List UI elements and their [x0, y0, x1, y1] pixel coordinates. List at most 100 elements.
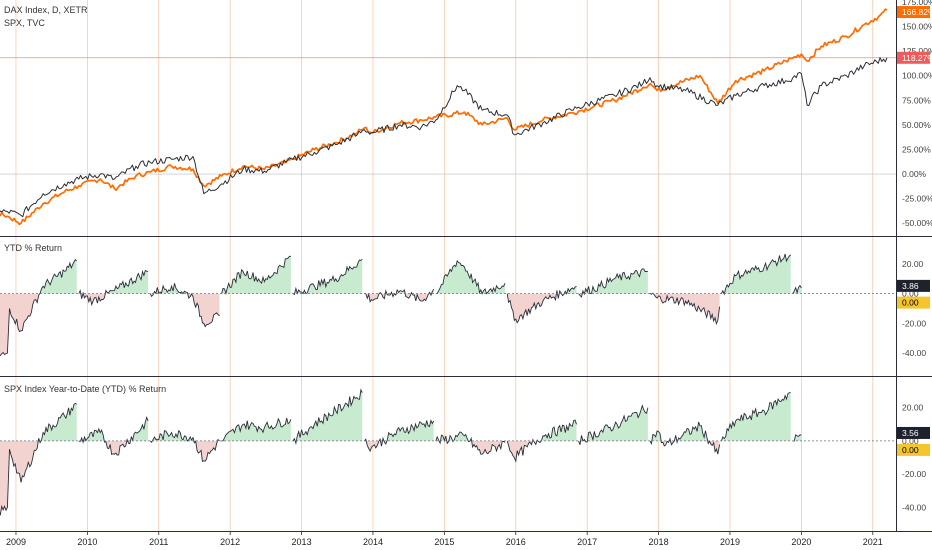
ytd-positive-area [507, 420, 577, 441]
ytd-return-line[interactable] [649, 292, 721, 326]
ytd-return-line[interactable] [435, 431, 506, 455]
ytd-axis-tick-label: -20.00 [902, 469, 926, 479]
ytd-negative-area [435, 440, 506, 455]
ytd-positive-area [721, 392, 791, 441]
price-axis-tick-label: 75.00% [902, 95, 931, 105]
time-axis-year-label: 2021 [863, 537, 883, 547]
ytd-return-line[interactable] [649, 421, 721, 455]
time-axis-year-label: 2017 [577, 537, 597, 547]
ytd-negative-area [0, 440, 77, 516]
spx-ytd-return-pane[interactable] [0, 388, 896, 518]
spx-comparison-line[interactable] [0, 8, 888, 226]
ytd-negative-area [507, 293, 577, 323]
ytd-axis-tick-label: 0.00 [902, 289, 919, 299]
spx-last-value-badge-bg [897, 6, 930, 19]
price-axis-tick-label: 25.00% [902, 144, 931, 154]
spx-last-value-badge: 166.82% [902, 7, 932, 17]
ytd-return-line[interactable] [292, 259, 363, 296]
price-axis-tick-label: 150.00% [902, 22, 932, 32]
ytd-positive-area [293, 389, 363, 441]
ytd-return-line[interactable] [435, 259, 506, 295]
ytd-zero-badge: 0.00 [902, 298, 919, 308]
ytd-return-line[interactable] [364, 419, 435, 453]
ytd-positive-area [578, 405, 648, 441]
ytd-positive-area [78, 270, 149, 294]
ytd-return-line[interactable] [506, 285, 577, 324]
ytd-return-line[interactable] [221, 417, 292, 442]
ytd-return-line[interactable] [364, 288, 435, 303]
ytd-return-line[interactable] [78, 416, 149, 456]
ytd-return-line[interactable] [578, 268, 648, 298]
time-axis-year-label: 2009 [6, 537, 26, 547]
ytd-zero-badge: 0.00 [902, 445, 919, 455]
ytd-return-line[interactable] [78, 269, 149, 307]
ytd-pane-title: YTD % Return [4, 243, 62, 253]
dax-last-value-badge: 118.27% [902, 53, 932, 63]
dax-price-line[interactable] [0, 57, 888, 218]
ytd-negative-area [650, 440, 720, 455]
ytd-return-line[interactable] [720, 392, 791, 442]
ytd-last-value-badge-bg [897, 279, 930, 292]
spx-ytd-pane-title: SPX Index Year-to-Date (YTD) % Return [4, 384, 166, 394]
ytd-positive-area [650, 422, 720, 441]
ytd-positive-area [221, 256, 291, 294]
ytd-return-line[interactable] [0, 402, 77, 517]
price-axis-tick-label: 50.00% [902, 120, 931, 130]
price-axis-tick-label: -25.00% [902, 194, 932, 204]
ytd-positive-area [792, 285, 802, 294]
dax-ytd-return-pane[interactable] [0, 253, 896, 361]
ytd-negative-area [650, 293, 720, 324]
time-axis-year-label: 2010 [77, 537, 97, 547]
price-comparison-pane[interactable] [0, 8, 896, 226]
compare-symbol-label: SPX, TVC [4, 18, 45, 28]
time-axis[interactable]: 2009 2010 2011 2012 2013 2014 2015 2016 2017 2018… [6, 531, 883, 547]
time-axis-year-label: 2014 [363, 537, 383, 547]
price-axis-tick-label: 100.00% [902, 71, 932, 81]
main-title: DAX Index, D, XETR [4, 5, 88, 15]
dax-last-value-badge-bg [897, 51, 930, 64]
ytd-return-line[interactable] [221, 255, 291, 296]
ytd-positive-area [78, 417, 149, 441]
ytd-positive-area [364, 420, 434, 441]
ytd-return-line[interactable] [720, 253, 791, 296]
ytd-zero-badge-bg [897, 443, 930, 456]
ytd-zero-badge-bg [897, 296, 930, 309]
ytd-negative-area [507, 440, 577, 462]
ytd-return-line[interactable] [0, 258, 78, 361]
ytd-negative-area [78, 440, 149, 456]
ytd-axis-tick-label: -40.00 [902, 502, 926, 512]
time-axis-year-label: 2011 [149, 537, 168, 547]
ytd-return-line[interactable] [578, 404, 649, 445]
ytd-positive-area [150, 430, 220, 441]
time-axis-year-label: 2016 [506, 537, 526, 547]
ytd-last-value-badge: 3.56 [902, 428, 919, 438]
price-axis-tick-label: 125.00% [902, 46, 932, 56]
price-axis-tick-label: 0.00% [902, 169, 927, 179]
ytd-axis-tick-label: 0.00 [902, 436, 919, 446]
ytd-return-line[interactable] [149, 283, 220, 328]
time-axis-year-label: 2018 [649, 537, 669, 547]
time-axis-year-label: 2019 [720, 537, 740, 547]
ytd-return-line[interactable] [149, 429, 220, 463]
ytd-return-line[interactable] [792, 284, 802, 295]
ytd-last-value-badge: 3.86 [902, 281, 919, 291]
ytd-positive-area [364, 289, 434, 294]
ytd-axis-tick-label: 20.00 [902, 259, 924, 269]
time-axis-year-label: 2013 [292, 537, 312, 547]
price-axis-tick-label: -50.00% [902, 218, 932, 228]
year-dividers [15, 0, 874, 531]
time-axis-year-label: 2012 [220, 537, 240, 547]
ytd-negative-area [0, 293, 77, 356]
price-axis[interactable]: 175.00% 150.00% 125.00% 100.00% 75.00% 50.00%… [0, 0, 932, 532]
ytd-return-line[interactable] [292, 388, 363, 445]
price-axis-tick-label: 175.00% [902, 0, 932, 7]
ytd-return-line[interactable] [506, 419, 577, 463]
ytd-negative-area [150, 293, 220, 327]
ytd-return-line[interactable] [792, 434, 802, 442]
ytd-negative-area [364, 293, 434, 302]
ytd-positive-area [507, 286, 577, 294]
ytd-positive-area [435, 431, 506, 441]
ytd-last-value-badge-bg [897, 426, 930, 439]
ytd-positive-area [578, 268, 648, 294]
